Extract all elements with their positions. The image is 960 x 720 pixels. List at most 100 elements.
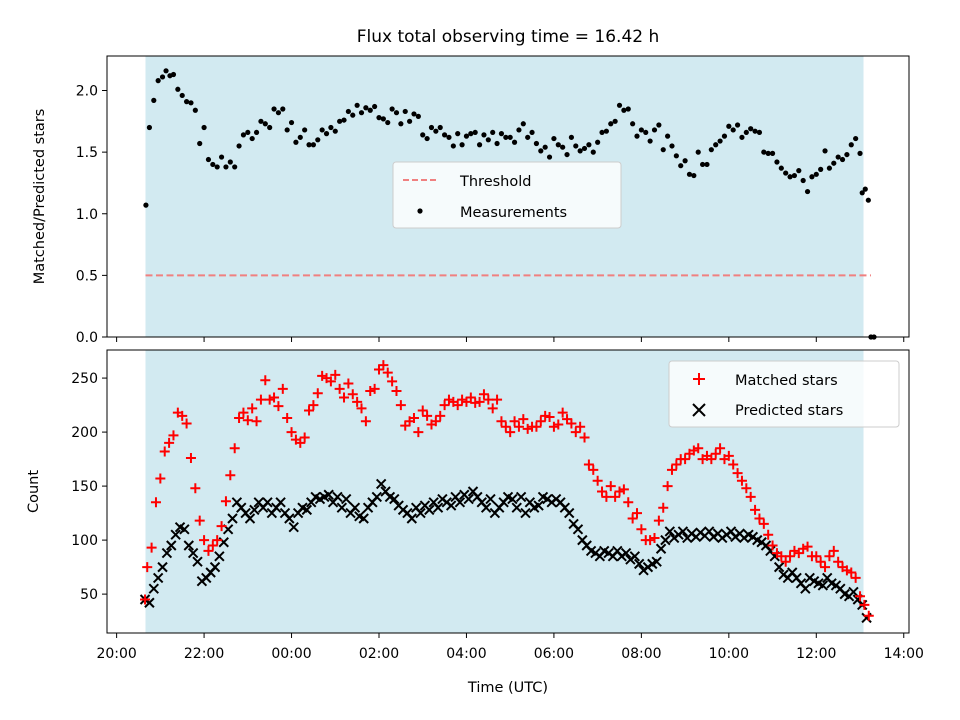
measurement-point bbox=[337, 118, 343, 124]
measurement-point bbox=[446, 134, 452, 140]
measurement-point bbox=[319, 127, 325, 133]
matched-star-point bbox=[220, 496, 231, 507]
top-panel: 0.0 0.5 1.0 1.5 2.0 Flux total observing tim… bbox=[32, 27, 910, 346]
predicted-star-point bbox=[800, 583, 811, 594]
legend-predicted-swatch bbox=[692, 403, 706, 417]
matched-star-point bbox=[666, 464, 677, 475]
measurement-point bbox=[218, 154, 225, 160]
matched-star-point bbox=[185, 453, 196, 464]
predicted-star-point bbox=[170, 529, 181, 540]
matched-star-point bbox=[260, 375, 271, 386]
measurement-point bbox=[804, 188, 811, 195]
matched-star-point bbox=[492, 394, 503, 405]
matched-star-point bbox=[422, 410, 433, 421]
matched-star-point bbox=[513, 421, 524, 432]
measurement-point bbox=[498, 131, 505, 137]
measurement-point bbox=[441, 132, 448, 138]
measurement-point bbox=[756, 129, 763, 136]
matched-star-point bbox=[776, 551, 787, 562]
measurement-point bbox=[691, 172, 697, 179]
predicted-star-point bbox=[161, 547, 173, 559]
measurement-point bbox=[774, 159, 780, 165]
measurement-point bbox=[393, 110, 400, 116]
matched-star-point bbox=[225, 470, 236, 481]
measurement-point bbox=[581, 145, 588, 152]
predicted-star-point bbox=[664, 526, 676, 537]
matched-star-point bbox=[251, 416, 262, 427]
matched-star-point bbox=[518, 414, 529, 425]
measurement-point bbox=[146, 124, 153, 131]
measurement-point bbox=[315, 137, 321, 143]
matched-star-point bbox=[365, 386, 376, 397]
matched-star-point bbox=[369, 383, 380, 394]
predicted-star-point bbox=[166, 540, 177, 551]
matched-star-point bbox=[557, 407, 568, 418]
legend-matched-swatch bbox=[693, 373, 705, 385]
matched-star-point bbox=[710, 448, 721, 459]
matched-star-point bbox=[553, 419, 564, 430]
measurement-point bbox=[284, 127, 290, 133]
measurement-point bbox=[590, 149, 596, 155]
measurement-point bbox=[560, 144, 566, 150]
predicted-star-point bbox=[157, 561, 168, 573]
matched-star-point bbox=[789, 545, 800, 556]
matched-star-point bbox=[833, 556, 844, 567]
measurement-point bbox=[848, 142, 854, 148]
measurement-point bbox=[555, 142, 561, 148]
measurement-point bbox=[608, 121, 614, 127]
matched-star-point bbox=[212, 535, 223, 546]
matched-star-point bbox=[282, 413, 293, 424]
x-tick-label: 00:00 bbox=[271, 646, 311, 662]
predicted-star-point bbox=[214, 551, 225, 562]
predicted-star-point bbox=[249, 504, 260, 516]
measurement-point bbox=[197, 140, 203, 147]
measurement-point bbox=[398, 121, 404, 127]
measurement-point bbox=[783, 170, 789, 176]
measurement-point bbox=[787, 174, 793, 180]
bottom-panel: 50 100 150 200 250 20:00 22:00 00:00 02:00 04:00 0… bbox=[26, 349, 924, 696]
top-legend-box bbox=[392, 161, 622, 229]
matched-star-point bbox=[164, 437, 175, 448]
matched-star-point bbox=[671, 459, 682, 470]
predicted-star-point bbox=[848, 586, 859, 598]
predicted-star-point bbox=[183, 540, 194, 551]
matched-star-point bbox=[312, 388, 323, 399]
matched-star-point bbox=[356, 403, 367, 414]
matched-star-point bbox=[470, 397, 481, 408]
measurement-point bbox=[551, 135, 557, 142]
top-y-tick-label: 2.0 bbox=[76, 84, 98, 100]
predicted-star-point bbox=[432, 502, 444, 513]
predicted-star-point bbox=[633, 558, 645, 570]
matched-star-point bbox=[588, 464, 599, 475]
predicted-star-point bbox=[301, 504, 313, 516]
measurement-point bbox=[599, 129, 605, 136]
matched-star-point bbox=[723, 450, 734, 461]
predicted-star-point bbox=[454, 497, 466, 508]
matched-star-point bbox=[632, 508, 643, 519]
bottom-axes-frame bbox=[106, 349, 910, 634]
bottom-axis-ticks: 50 100 150 200 250 20:00 22:00 00:00 02:00 04:00 0… bbox=[71, 371, 924, 662]
measurement-point bbox=[859, 190, 865, 196]
measurement-point bbox=[411, 111, 417, 117]
matched-star-point bbox=[417, 405, 428, 416]
matched-star-point bbox=[140, 594, 151, 605]
measurement-point bbox=[603, 128, 609, 134]
matched-star-point bbox=[238, 407, 249, 418]
measurement-point bbox=[223, 164, 229, 170]
predicted-star-point bbox=[655, 543, 667, 554]
matched-star-point bbox=[522, 423, 533, 434]
measurement-point bbox=[651, 127, 658, 133]
measurement-point bbox=[721, 133, 728, 139]
matched-star-point bbox=[478, 389, 489, 400]
matched-star-point bbox=[850, 572, 861, 583]
measurement-point bbox=[656, 122, 662, 128]
matched-star-point bbox=[841, 565, 852, 576]
measurement-point bbox=[297, 134, 303, 140]
bottom-legend: Matched stars Predicted stars bbox=[668, 360, 900, 428]
x-tick-label: 20:00 bbox=[96, 646, 136, 662]
measurement-point bbox=[730, 127, 736, 133]
measurement-point bbox=[865, 197, 871, 203]
matched-star-point bbox=[618, 484, 629, 495]
measurement-point bbox=[630, 121, 636, 127]
measurement-point bbox=[159, 74, 166, 80]
